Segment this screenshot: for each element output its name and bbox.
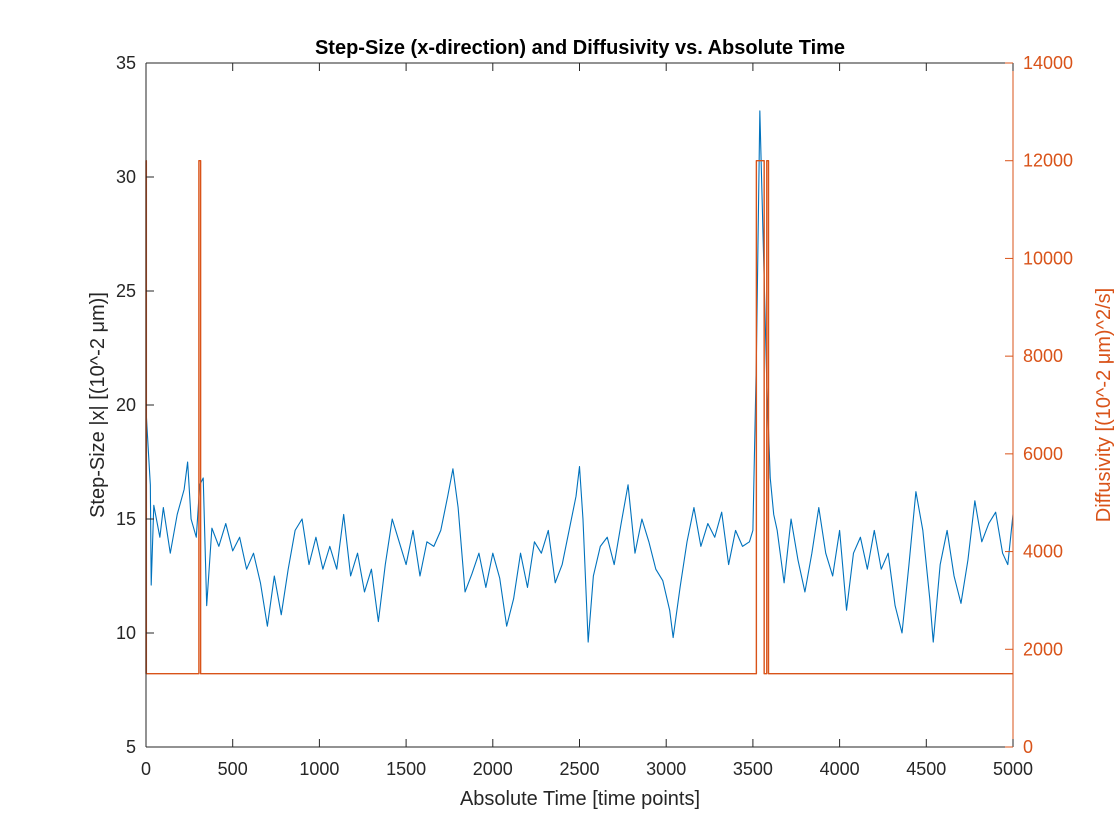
x-tick-label: 0 <box>141 759 151 779</box>
y-right-tick-label: 10000 <box>1023 248 1073 268</box>
y-right-tick-label: 8000 <box>1023 346 1063 366</box>
x-tick-label: 4500 <box>906 759 946 779</box>
x-tick-label: 4000 <box>820 759 860 779</box>
x-tick-label: 2000 <box>473 759 513 779</box>
chart-title: Step-Size (x-direction) and Diffusivity … <box>315 37 845 59</box>
y-axis-right-title: Diffusivity [(10^-2 μm)^2/s] <box>1093 288 1115 522</box>
y-right-tick-label: 12000 <box>1023 151 1073 171</box>
y-axis-left-title: Step-Size |x| [(10^-2 μm)] <box>87 292 109 518</box>
y-right-tick-label: 6000 <box>1023 444 1063 464</box>
y-left-tick-label: 15 <box>116 509 136 529</box>
y-left-tick-label: 5 <box>126 737 136 757</box>
x-tick-label: 1500 <box>386 759 426 779</box>
y-left-tick-label: 20 <box>116 395 136 415</box>
y-right-tick-label: 0 <box>1023 737 1033 757</box>
x-tick-label: 5000 <box>993 759 1033 779</box>
x-axis-title: Absolute Time [time points] <box>460 788 700 810</box>
x-tick-label: 3500 <box>733 759 773 779</box>
x-tick-label: 1000 <box>299 759 339 779</box>
x-tick-label: 500 <box>218 759 248 779</box>
y-left-tick-label: 35 <box>116 53 136 73</box>
y-left-tick-label: 25 <box>116 281 136 301</box>
x-tick-label: 2500 <box>559 759 599 779</box>
step-size-series-line <box>145 110 1014 643</box>
plot-area <box>146 63 1013 747</box>
x-tick-label: 3000 <box>646 759 686 779</box>
y-right-tick-label: 2000 <box>1023 639 1063 659</box>
y-left-tick-label: 30 <box>116 167 136 187</box>
ticks-layer: 0 500 1000 1500 2000 2500 3000 3500 4000 4500 5000… <box>116 53 1073 779</box>
y-left-tick-label: 10 <box>116 623 136 643</box>
y-right-tick-label: 14000 <box>1023 53 1073 73</box>
y-right-tick-label: 4000 <box>1023 542 1063 562</box>
